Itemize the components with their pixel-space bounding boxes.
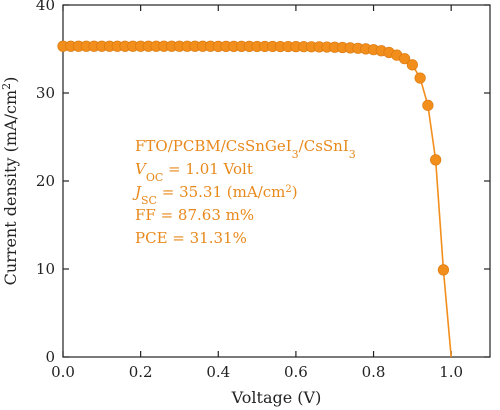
x-tick-label: 0.2	[129, 363, 153, 381]
annotation-line: VOC = 1.01 Volt	[135, 160, 253, 184]
x-tick-label: 0.6	[284, 363, 308, 381]
x-tick-label: 0.0	[51, 363, 75, 381]
jv-curve	[63, 45, 452, 358]
data-point	[406, 59, 418, 71]
y-tick-label: 0	[45, 348, 55, 366]
axes	[62, 4, 491, 358]
annotation-line: FF = 87.63 m%	[135, 206, 254, 224]
annotation-line: JSC = 35.31 (mA/cm2)	[132, 183, 298, 207]
y-axis-title: Current density (mA/cm2)	[0, 77, 20, 286]
y-tick-label: 20	[36, 172, 55, 190]
series	[57, 40, 452, 358]
plot-frame	[62, 4, 491, 358]
x-tick-label: 0.4	[206, 363, 230, 381]
y-tick-label: 10	[36, 260, 55, 278]
data-point	[437, 264, 450, 276]
x-axis-title: Voltage (V)	[231, 388, 322, 407]
y-tick-label: 40	[36, 0, 55, 14]
annotation-line: FTO/PCBM/CsSnGeI3/CsSnI3	[135, 137, 356, 161]
data-point	[422, 99, 434, 111]
x-tick-label: 1.0	[439, 363, 463, 381]
y-tick-label: 30	[36, 84, 55, 102]
data-point	[430, 154, 442, 166]
data-point	[399, 53, 411, 65]
ticks: 0.0 0.2 0.4 0.6 0.8 1.0 0 10 20 30 40	[36, 0, 490, 381]
annotation-line: PCE = 31.31%	[135, 229, 247, 247]
data-point	[414, 72, 426, 84]
x-tick-label: 0.8	[362, 363, 386, 381]
